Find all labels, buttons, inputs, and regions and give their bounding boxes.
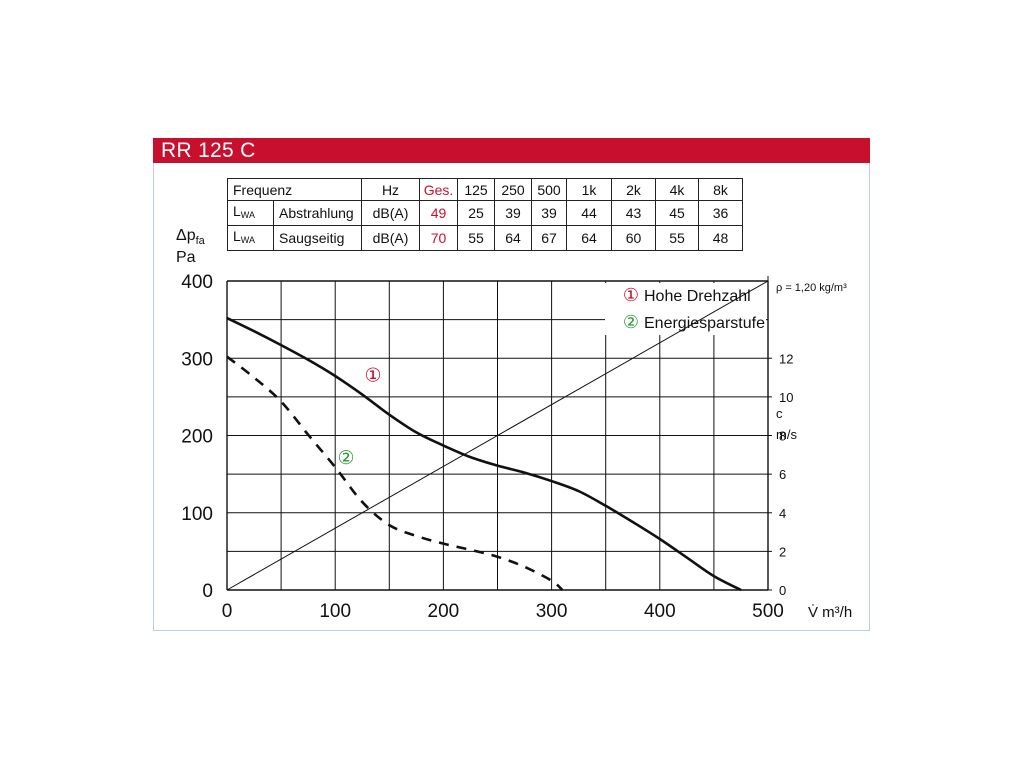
header-cell: Ges. bbox=[419, 178, 458, 201]
table-cell: 70 bbox=[419, 225, 458, 251]
x-tick-label: 400 bbox=[644, 601, 676, 622]
table-cell: 64 bbox=[494, 225, 532, 251]
table-cell: 39 bbox=[531, 200, 567, 226]
density-note: ρ = 1,20 kg/m³ bbox=[776, 282, 847, 294]
secondary-tick-label: 8 bbox=[779, 429, 786, 444]
legend-background bbox=[605, 283, 766, 335]
secondary-tick-label: 12 bbox=[779, 351, 793, 366]
secondary-axis-label: c bbox=[776, 406, 783, 421]
curve-marker: ② bbox=[337, 448, 354, 469]
series-layer bbox=[226, 280, 769, 592]
table-row: LWA Saugseitig dB(A) 70 55 64 67 64 60 5… bbox=[227, 225, 743, 251]
sound-power-table: Frequenz Hz Ges. 125 250 500 1k 2k 4k 8k… bbox=[227, 178, 743, 251]
table-cell: LWA bbox=[227, 225, 274, 251]
curve-energiesparstufe bbox=[226, 355, 564, 591]
header-cell: 8k bbox=[698, 178, 743, 201]
table-cell: 48 bbox=[698, 225, 743, 251]
header-cell: 250 bbox=[494, 178, 532, 201]
header-cell: 125 bbox=[457, 178, 495, 201]
title-bar: RR 125 C bbox=[153, 138, 870, 163]
table-row: LWA Abstrahlung dB(A) 49 25 39 39 44 43 … bbox=[227, 200, 743, 226]
header-cell: 500 bbox=[531, 178, 567, 201]
x-tick-label: 300 bbox=[536, 601, 568, 622]
secondary-tick-label: 10 bbox=[779, 390, 793, 405]
table-cell: dB(A) bbox=[361, 200, 420, 226]
table-cell: Abstrahlung bbox=[273, 200, 362, 226]
y-tick-label: 300 bbox=[181, 349, 213, 370]
grid bbox=[226, 276, 772, 591]
secondary-tick-label: 6 bbox=[779, 467, 786, 482]
secondary-tick-label: 0 bbox=[779, 583, 786, 598]
chart-title: RR 125 C bbox=[161, 139, 256, 162]
y-tick-label: 0 bbox=[202, 581, 213, 602]
table-cell: dB(A) bbox=[361, 225, 420, 251]
legend-label: Energiesparstufe bbox=[644, 315, 765, 332]
secondary-axis-unit: m/s bbox=[776, 427, 797, 442]
legend-marker: ① bbox=[623, 285, 639, 305]
x-tick-label: 100 bbox=[319, 601, 351, 622]
legend-label: Hohe Drehzahl bbox=[644, 288, 751, 305]
legend-marker: ② bbox=[623, 312, 639, 332]
table-cell: 55 bbox=[457, 225, 495, 251]
table-cell: 39 bbox=[494, 200, 532, 226]
y-axis-label: Δpfa bbox=[176, 227, 206, 247]
curve-marker: ① bbox=[365, 365, 382, 386]
curve-hohe-drehzahl bbox=[226, 316, 742, 592]
table-cell: 36 bbox=[698, 200, 743, 226]
y-axis-unit: Pa bbox=[176, 249, 196, 266]
y-tick-label: 200 bbox=[181, 427, 213, 448]
header-cell: 2k bbox=[611, 178, 656, 201]
x-tick-label: 200 bbox=[428, 601, 460, 622]
velocity-line bbox=[226, 280, 769, 591]
table-cell: 67 bbox=[531, 225, 567, 251]
y-tick-label: 100 bbox=[181, 504, 213, 525]
table-cell: Saugseitig bbox=[273, 225, 362, 251]
secondary-tick-label: 4 bbox=[779, 506, 786, 521]
table-cell: 49 bbox=[419, 200, 458, 226]
secondary-tick-label: 2 bbox=[779, 544, 786, 559]
table-cell: 25 bbox=[457, 200, 495, 226]
x-axis-label: V̇ m³/h bbox=[808, 604, 852, 621]
x-tick-label: 0 bbox=[222, 601, 233, 622]
y-tick-label: 400 bbox=[181, 272, 213, 293]
x-tick-label: 500 bbox=[752, 601, 784, 622]
